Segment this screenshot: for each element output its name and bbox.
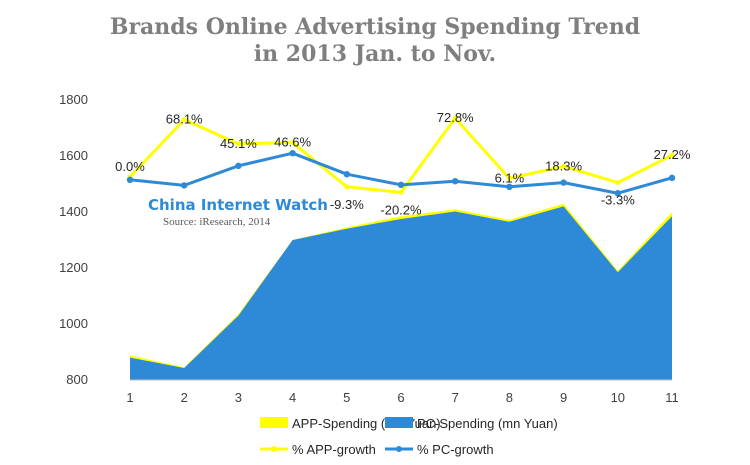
y-tick-label: 1000 (59, 316, 88, 331)
x-tick-label: 4 (289, 390, 296, 405)
x-tick-label: 9 (560, 390, 567, 405)
legend-marker (271, 446, 277, 452)
watermark: China Internet Watch Source: iResearch, … (148, 196, 328, 228)
data-label: -3.3% (601, 193, 635, 208)
line-point (560, 179, 567, 186)
line-point (398, 189, 404, 195)
line-point (235, 141, 241, 147)
line-point (452, 178, 459, 185)
legend-label: PC-Spending (mn Yuan) (417, 416, 558, 431)
data-label: 68.1% (166, 112, 203, 127)
x-tick-label: 2 (181, 390, 188, 405)
line-layer (126, 115, 676, 197)
line-point (452, 115, 458, 121)
data-label: -20.2% (380, 202, 422, 217)
line-point (181, 117, 187, 123)
line-point (668, 174, 676, 182)
data-label: 27.2% (654, 147, 691, 162)
line-point (289, 150, 296, 157)
data-label: 72.8% (437, 110, 474, 125)
x-tick-label: 10 (611, 390, 625, 405)
y-tick-label: 1400 (59, 204, 88, 219)
x-tick-label: 7 (452, 390, 459, 405)
line-point (290, 140, 296, 146)
line-point (614, 190, 621, 197)
legend-swatch (385, 417, 413, 428)
x-tick-label: 6 (397, 390, 404, 405)
x-tick-label: 11 (665, 390, 679, 405)
line-series-1 (128, 116, 673, 194)
y-tick-label: 1200 (59, 260, 88, 275)
line-point (126, 176, 134, 183)
data-label: 45.1% (220, 136, 257, 151)
chart-title: Brands Online Advertising Spending Trend… (0, 14, 750, 68)
x-axis-ticks: 1 2 3 4 5 6 7 8 9 10 11 (126, 390, 678, 405)
legend: APP-Spending (mn Yuan)PC-Spending (mn Yu… (260, 416, 558, 457)
x-tick-label: 5 (343, 390, 350, 405)
line-point (235, 162, 242, 169)
line-point (344, 184, 350, 190)
data-label: -9.3% (330, 197, 364, 212)
watermark-title: China Internet Watch (148, 196, 328, 214)
y-tick-label: 1800 (59, 92, 88, 107)
line-point (397, 181, 405, 189)
area-series-2 (130, 206, 672, 380)
legend-label: % PC-growth (417, 442, 494, 457)
legend-label: % APP-growth (292, 442, 376, 457)
x-tick-label: 3 (235, 390, 242, 405)
data-labels: 0.0% 68.1% 45.1% 46.6% -9.3% -20.2% 72.8% 6.1% 1… (115, 110, 691, 217)
data-label: 18.3% (545, 158, 582, 173)
line-point (181, 182, 188, 189)
data-label: 6.1% (495, 170, 525, 185)
y-tick-label: 1600 (59, 148, 88, 163)
x-tick-label: 8 (506, 390, 513, 405)
line-point (506, 183, 513, 190)
line-point (343, 171, 350, 178)
chart-title-line-2: in 2013 Jan. to Nov. (253, 41, 497, 67)
legend-marker (396, 446, 402, 452)
data-label: 46.6% (274, 135, 311, 150)
watermark-source: Source: iResearch, 2014 (163, 216, 271, 228)
x-tick-label: 1 (126, 390, 133, 405)
y-tick-label: 800 (66, 372, 88, 387)
legend-swatch (260, 417, 288, 428)
y-axis-ticks: 800 1000 1200 1400 1600 1800 (59, 92, 88, 387)
line-point (615, 180, 621, 186)
chart-title-line-1: Brands Online Advertising Spending Trend (109, 14, 641, 40)
line-point (561, 163, 567, 169)
line-point (669, 152, 675, 158)
line-point (506, 175, 512, 181)
data-label: 0.0% (115, 159, 145, 174)
area-layer (130, 203, 672, 380)
